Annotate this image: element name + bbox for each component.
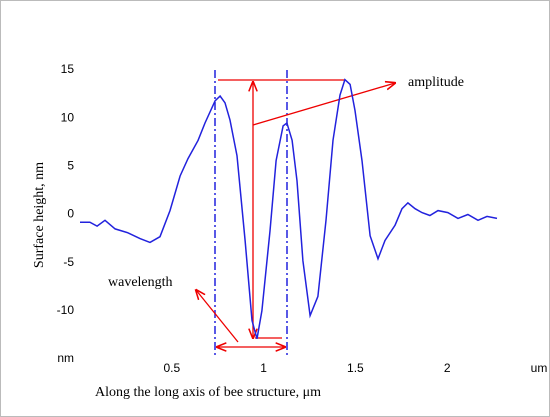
annotation-arrows [196, 79, 395, 347]
y-tick-label: 0 [67, 207, 74, 221]
y-tick-label: nm [57, 351, 74, 365]
y-tick-label: 5 [67, 159, 74, 173]
x-tick-label: 1.5 [347, 361, 364, 375]
x-axis-label: Along the long axis of bee structure, μm [95, 385, 321, 400]
guide-lines [214, 70, 288, 358]
annotation: amplitude [408, 75, 464, 90]
x-tick-label: 0.5 [163, 361, 180, 375]
annotation: wavelength [108, 275, 173, 290]
x-tick-label: 2 [444, 361, 451, 375]
x-tick-label: um [531, 361, 548, 375]
y-tick-label: -5 [63, 255, 74, 269]
x-tick-label: 1 [260, 361, 267, 375]
data-line [80, 78, 498, 339]
y-axis-label: Surface height, nm [32, 162, 47, 268]
y-tick-label: 15 [61, 62, 75, 76]
y-tick-label: -10 [57, 303, 75, 317]
y-tick-label: 10 [61, 110, 75, 124]
